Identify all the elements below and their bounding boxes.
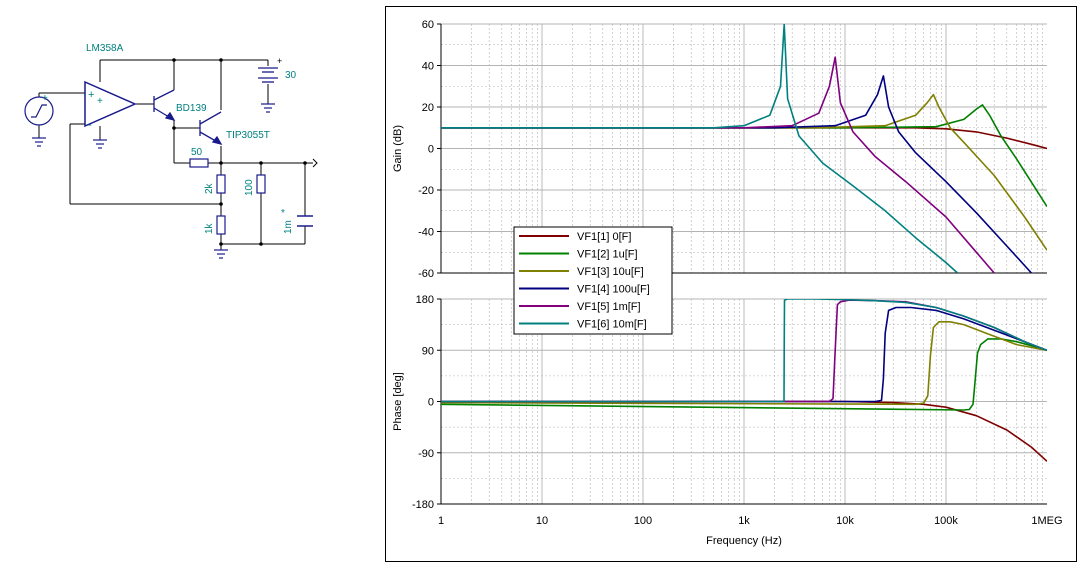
y-tick-label: 90 (422, 345, 434, 357)
r2k-label: 2k (204, 182, 215, 194)
q1-label: BD139 (176, 103, 207, 114)
legend-entry: VF1[3] 10u[F] (577, 266, 644, 278)
x-tick-label: 10k (836, 515, 854, 527)
legend-entry: VF1[1] 0[F] (577, 231, 631, 243)
y-tick-label: -180 (412, 499, 434, 511)
opamp-symbol: + - + (84, 80, 137, 131)
x-tick-label: 1 (438, 515, 444, 527)
opamp-label: LM358A (86, 43, 124, 54)
x-tick-label: 10 (536, 515, 548, 527)
plot-phase: 180 90 0 -90 -180 1 10 100 1k 10k 100k 1MEG Phase [d… (392, 294, 1063, 547)
y-tick-label: 60 (422, 19, 434, 31)
ground-symbols (32, 103, 275, 259)
transistor-q1 (153, 89, 176, 122)
y-tick-label: 0 (428, 144, 434, 156)
svg-text:+: + (42, 93, 48, 104)
signal-source: + (24, 93, 54, 126)
y-tick-label: -90 (418, 448, 434, 460)
legend-entry: VF1[5] 1m[F] (577, 301, 641, 313)
resistor-100 (256, 174, 266, 194)
legend-entry: VF1[2] 1u[F] (577, 249, 638, 261)
cap-star: * (281, 208, 285, 219)
svg-text:+: + (88, 89, 94, 101)
series-line-3 (441, 321, 1047, 406)
r100-label: 100 (244, 179, 255, 196)
y-tick-label: 180 (416, 294, 434, 306)
series-line-3 (441, 93, 1047, 251)
y-tick-label: 0 (428, 397, 434, 409)
supply-battery (258, 67, 278, 83)
cap-label: 1m (283, 220, 294, 234)
plot-gain: 60 40 20 0 -20 -40 -60 Gain (dB) (392, 19, 1047, 280)
legend: VF1[1] 0[F] VF1[2] 1u[F] VF1[3] 10u[F] VF1[… (513, 226, 673, 335)
y-axis-label: Phase [deg] (392, 372, 404, 431)
r1k-label: 1k (204, 222, 215, 234)
y-axis-label: Gain (dB) (392, 125, 404, 172)
y-tick-label: -20 (418, 185, 434, 197)
capacitor-1m (297, 215, 313, 227)
y-tick-label: 40 (422, 61, 434, 73)
svg-text:+: + (277, 56, 282, 66)
legend-entry: VF1[6] 10m[F] (577, 319, 647, 331)
series-line-6 (441, 299, 1047, 403)
series-line-2 (441, 338, 1047, 411)
x-tick-label: 1k (738, 515, 750, 527)
r50-label: 50 (191, 147, 203, 158)
resistor-50 (189, 158, 209, 168)
transistor-q2 (199, 111, 223, 146)
series-line-4 (441, 306, 1047, 403)
series-line-2 (441, 104, 1047, 208)
supply-label: 30 (285, 70, 297, 81)
output-terminal (312, 158, 318, 168)
series-line-6 (441, 24, 959, 273)
legend-box (513, 226, 673, 335)
legend-entry: VF1[4] 100u[F] (577, 284, 650, 296)
resistor-2k (216, 174, 226, 194)
q2-label: TIP3055T (226, 130, 270, 141)
series-line-4 (441, 75, 1032, 273)
x-tick-label: 1MEG (1031, 515, 1062, 527)
svg-text:-: - (88, 119, 92, 131)
y-tick-label: 20 (422, 102, 434, 114)
series-line-5 (441, 56, 995, 273)
circuit-schematic: + + - + LM358A BD139 TIP3055T + 30 (24, 43, 318, 259)
y-tick-label: -60 (418, 268, 434, 280)
x-tick-label: 100k (934, 515, 958, 527)
x-axis-label: Frequency (Hz) (706, 535, 782, 547)
svg-text:+: + (97, 96, 103, 107)
resistor-1k (216, 215, 226, 235)
bode-plot-panel (385, 6, 1077, 562)
y-tick-label: -40 (418, 227, 434, 239)
x-tick-label: 100 (634, 515, 652, 527)
